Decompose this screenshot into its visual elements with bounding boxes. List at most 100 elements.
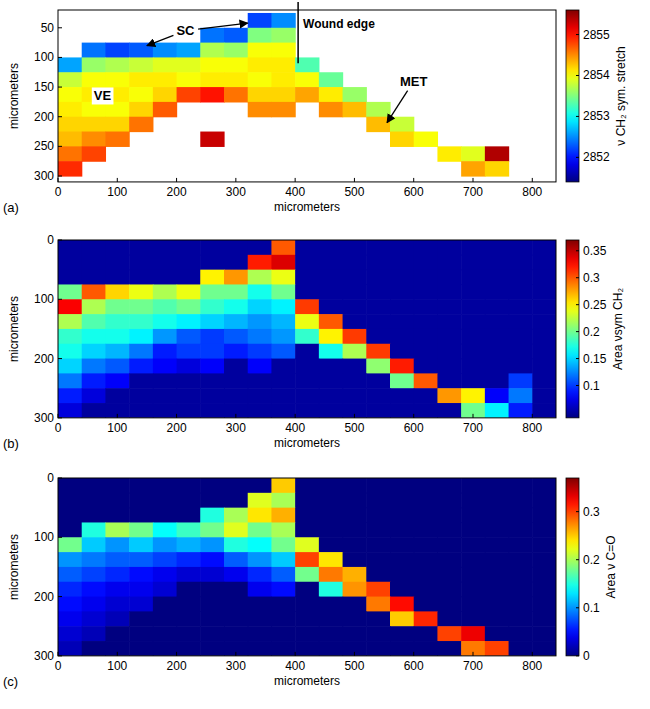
heatmap-cell <box>224 582 248 597</box>
heatmap-cell <box>248 57 272 72</box>
heatmap-cell <box>437 597 461 612</box>
heatmap-cell <box>248 72 272 87</box>
heatmap-cell <box>224 522 248 537</box>
heatmap-cell <box>200 87 224 102</box>
heatmap-cell <box>437 611 461 626</box>
colorbar-tick-label: 0.15 <box>583 352 607 366</box>
heatmap-cell <box>224 611 248 626</box>
colorbar-title: Area νsym CH₂ <box>611 288 625 370</box>
heatmap-cell <box>224 388 248 403</box>
heatmap-cell <box>248 13 272 28</box>
heatmap-cell <box>390 284 414 299</box>
y-tick <box>58 358 62 359</box>
heatmap-cell <box>200 552 224 567</box>
heatmap-cell <box>58 552 82 567</box>
heatmap-cell <box>366 329 390 344</box>
heatmap-cell <box>271 508 295 523</box>
heatmap-cell <box>248 359 272 374</box>
heatmap-cell <box>200 522 224 537</box>
colorbar: 2852285328542855ν CH₂ sym. stretch <box>566 10 628 182</box>
heatmap-cell <box>177 344 201 359</box>
heatmap-cell <box>509 255 533 270</box>
heatmap-cell <box>414 359 438 374</box>
heatmap-cell <box>58 270 82 285</box>
heatmap-cell <box>461 359 485 374</box>
heatmap-cell <box>129 87 153 102</box>
heatmap-cell <box>271 388 295 403</box>
colorbar-tick <box>576 157 579 158</box>
heatmap-cell <box>461 299 485 314</box>
heatmap-cell <box>295 522 319 537</box>
heatmap-cell <box>248 373 272 388</box>
heatmap-cell <box>532 314 556 329</box>
heatmap-cell <box>319 284 343 299</box>
heatmap-cell <box>485 403 509 418</box>
heatmap-cell <box>248 299 272 314</box>
heatmap-cell <box>82 388 106 403</box>
heatmap-cell <box>509 403 533 418</box>
heatmap-cell <box>200 611 224 626</box>
heatmap-cell <box>532 597 556 612</box>
heatmap-cell <box>485 299 509 314</box>
heatmap-cell <box>58 597 82 612</box>
heatmap-cell <box>58 493 82 508</box>
heatmap-cell <box>461 508 485 523</box>
heatmap-cell <box>271 240 295 255</box>
heatmap-cell <box>319 626 343 641</box>
heatmap-cell <box>461 552 485 567</box>
heatmap-cell <box>437 493 461 508</box>
y-tick <box>58 57 62 58</box>
annotation-label: SC <box>176 23 195 38</box>
heatmap-cell <box>319 72 343 87</box>
heatmap-cell <box>295 72 319 87</box>
heatmap-cell <box>224 359 248 374</box>
heatmap-cell <box>200 284 224 299</box>
heatmap-cell <box>366 641 390 656</box>
heatmap-cell <box>414 388 438 403</box>
colorbar-tick <box>576 607 579 608</box>
heatmap-cell <box>343 478 367 493</box>
wound-edge-label: Wound edge <box>303 17 375 31</box>
heatmap-cell <box>82 43 106 58</box>
heatmap-cell <box>105 270 129 285</box>
heatmap-cell <box>177 270 201 285</box>
heatmap-cell <box>248 344 272 359</box>
heatmap-cell <box>295 537 319 552</box>
heatmap-cell <box>82 72 106 87</box>
x-tick-label: 100 <box>107 185 127 199</box>
x-tick <box>354 178 355 182</box>
heatmap-cell <box>200 255 224 270</box>
colorbar-tick-label: 2854 <box>583 68 610 82</box>
y-tick-label: 150 <box>34 80 54 94</box>
heatmap-cell <box>414 626 438 641</box>
colorbar-gradient <box>566 478 579 656</box>
heatmap-cell <box>82 255 106 270</box>
colorbar-tick <box>576 655 579 656</box>
heatmap-cell <box>271 522 295 537</box>
heatmap-cell <box>414 567 438 582</box>
panel-letter: (c) <box>3 674 18 689</box>
heatmap-cell <box>319 102 343 117</box>
heatmap-cell <box>390 240 414 255</box>
y-tick-label: 0 <box>47 233 54 247</box>
heatmap-cell <box>82 508 106 523</box>
colorbar-tick <box>576 75 579 76</box>
heatmap-cell <box>82 522 106 537</box>
heatmap-cell <box>58 161 82 176</box>
heatmap-cell <box>129 240 153 255</box>
heatmap-cell <box>319 493 343 508</box>
heatmap-cell <box>343 597 367 612</box>
heatmap-cell <box>248 403 272 418</box>
heatmap-cell <box>105 284 129 299</box>
x-tick-label: 400 <box>285 659 305 673</box>
heatmap-cell <box>129 117 153 132</box>
heatmap-cell <box>200 582 224 597</box>
heatmap-cell <box>82 373 106 388</box>
panel: 01002003004005006007008000100200300micro… <box>3 471 618 689</box>
y-axis-title: micrometers <box>7 63 21 129</box>
heatmap-cell <box>343 359 367 374</box>
y-tick-label: 100 <box>34 530 54 544</box>
heatmap-cell <box>532 403 556 418</box>
heatmap-cell <box>390 359 414 374</box>
x-tick <box>354 414 355 418</box>
